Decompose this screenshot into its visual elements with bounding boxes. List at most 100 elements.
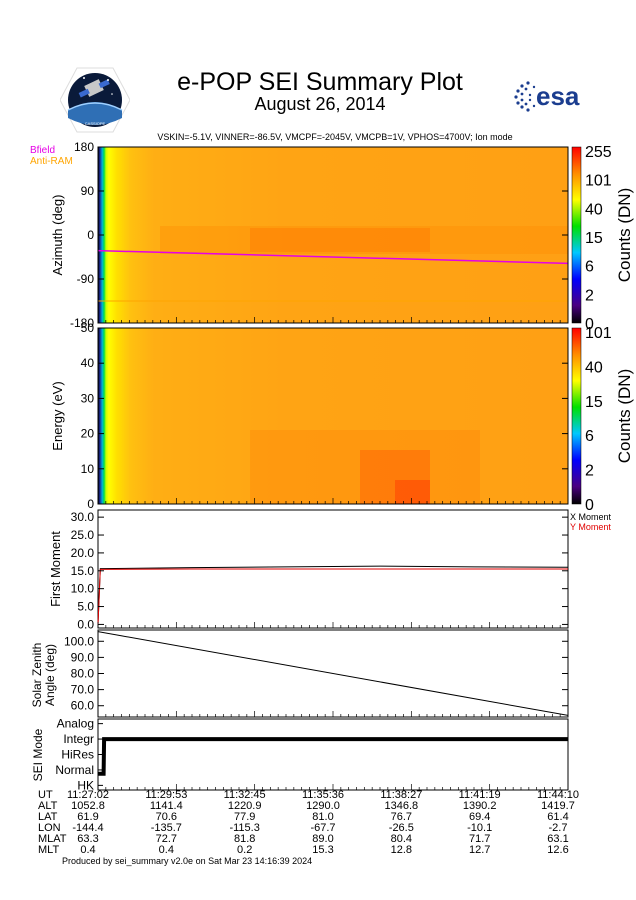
ephem-row-label: UT (38, 789, 53, 801)
sza-ytick-label: 90.0 (71, 650, 95, 664)
ephem-cell: 11:32:45 (224, 789, 266, 801)
ephem-cell: 1141.4 (150, 800, 183, 812)
azimuth-ylabel: Azimuth (deg) (50, 195, 65, 276)
azimuth-cb-label: 0 (585, 316, 594, 330)
ephem-cell: -144.4 (72, 822, 103, 834)
epop-mission-logo: CASSIOPE (60, 67, 130, 133)
moment-ytick-label: 5.0 (77, 600, 94, 614)
ephem-cell: -67.7 (310, 822, 335, 834)
sza-ytick-label: 70.0 (71, 683, 95, 697)
mode-frame (97, 718, 569, 791)
azimuth-ytick-label: -180 (70, 316, 94, 330)
moment-ytick-label: 10.0 (71, 582, 95, 596)
moment-y-axis: 30.0 25.0 20.0 15.0 10.0 5.0 0.0 (71, 510, 569, 630)
azimuth-heatmap (98, 147, 568, 323)
bfield-line (97, 249, 569, 265)
azimuth-colorbar (571, 146, 582, 324)
y-moment-line (97, 568, 568, 625)
mode-series (98, 737, 568, 776)
ephem-cell: 15.3 (312, 844, 333, 856)
energy-ytick-label: 40 (81, 356, 95, 370)
instrument-settings: VSKIN=-5.1V, VINNER=-86.5V, VMCPF=-2045V… (157, 132, 513, 142)
azimuth-y-axis: 180 90 0 -90 -180 (70, 140, 569, 330)
plot-date: August 26, 2014 (254, 94, 386, 114)
ephem-cell: 72.7 (156, 833, 177, 845)
moment-ytick-label: 15.0 (71, 564, 95, 578)
energy-y-axis: 50 40 30 20 10 0 (81, 321, 569, 510)
ephem-cell: 12.7 (469, 844, 490, 856)
ephem-row-label: MLAT (38, 833, 67, 845)
logo-caption: CASSIOPE (85, 121, 106, 126)
azimuth-ytick-label: 0 (87, 228, 94, 242)
esa-logo: esa (514, 81, 580, 112)
mode-level-label: Normal (55, 763, 94, 777)
energy-cb-label: 6 (585, 428, 594, 445)
energy-hotspot-core (395, 480, 430, 504)
energy-ytick-label: 10 (81, 462, 95, 476)
energy-ytick-label: 20 (81, 427, 95, 441)
moment-ylabel: First Moment (48, 531, 63, 607)
ephem-cell: -2.7 (549, 822, 568, 834)
moment-series (97, 565, 569, 625)
ephem-cell: 1346.8 (385, 800, 419, 812)
azimuth-ytick-label: -90 (77, 272, 95, 286)
ephem-cell: 71.7 (469, 833, 490, 845)
energy-ytick-label: 0 (87, 497, 94, 510)
ephem-cell: 12.8 (391, 844, 412, 856)
moment-ytick-label: 20.0 (71, 546, 95, 560)
azimuth-band-core (250, 228, 430, 252)
ephem-cell: 70.6 (156, 811, 177, 823)
azimuth-cb-label: 15 (585, 230, 603, 247)
energy-ylabel: Energy (eV) (50, 381, 65, 450)
ephem-cell: 11:35:36 (302, 789, 344, 801)
ephem-cell: 0.4 (80, 844, 95, 856)
mode-ylabel: SEI Mode (31, 728, 45, 781)
energy-colorbar (571, 327, 582, 505)
ephem-cell: 11:41:19 (459, 789, 501, 801)
moment-ytick-label: 25.0 (71, 528, 95, 542)
ephemeris-table: UT 11:27:02 11:29:53 11:32:45 11:35:36 11:38:… (38, 789, 579, 856)
ephem-cell: 81.8 (234, 833, 255, 845)
energy-colorbar-label: Counts (DN) (615, 369, 634, 463)
energy-ytick-label: 30 (81, 391, 95, 405)
energy-cb-label: 101 (585, 325, 612, 342)
energy-cb-label: 15 (585, 394, 603, 411)
ephem-cell: 63.1 (547, 833, 568, 845)
moment-ytick-label: 0.0 (77, 617, 94, 630)
ephem-cell: 11:29:53 (145, 789, 187, 801)
azimuth-overlay-lines (97, 249, 569, 302)
energy-cb-label: 0 (585, 497, 594, 510)
ephem-cell: 69.4 (469, 811, 490, 823)
y-moment-legend: Y Moment (570, 522, 611, 532)
azimuth-cb-label: 255 (585, 144, 612, 161)
moment-panel: 30.025.020.015.010.05.00.0 First Moment … (48, 509, 612, 630)
ephem-cell: 1390.2 (463, 800, 497, 812)
azimuth-cb-label: 2 (585, 287, 594, 304)
ephem-cell: 89.0 (312, 833, 333, 845)
ephem-row-label: LAT (38, 811, 58, 823)
ephem-row-label: LON (38, 822, 61, 834)
sza-ylabel-line1: Solar Zenith (30, 643, 44, 708)
ephem-cell: 61.9 (77, 811, 98, 823)
ephem-cell: -115.3 (229, 822, 259, 834)
sza-y-axis: 100.0 90.0 80.0 70.0 60.0 (64, 634, 569, 717)
ephem-cell: 80.4 (391, 833, 412, 845)
sza-ytick-label: 60.0 (71, 699, 95, 713)
ephem-cell: 1220.9 (228, 800, 262, 812)
energy-heatmap (98, 328, 568, 504)
azimuth-ytick-label: 90 (81, 184, 95, 198)
ephem-cell: -10.1 (467, 822, 492, 834)
x-moment-legend: X Moment (570, 512, 612, 522)
ephem-cell: -135.7 (151, 822, 182, 834)
moment-ytick-label: 30.0 (71, 510, 95, 524)
ephem-cell: 76.7 (391, 811, 412, 823)
ephem-cell: 0.2 (237, 844, 252, 856)
ephem-cell: 1419.7 (541, 800, 575, 812)
mode-level-label: HiRes (61, 748, 94, 762)
azimuth-cb-label: 40 (585, 201, 603, 218)
ephem-cell: 61.4 (547, 811, 568, 823)
azimuth-ytick-label: 180 (74, 140, 94, 154)
